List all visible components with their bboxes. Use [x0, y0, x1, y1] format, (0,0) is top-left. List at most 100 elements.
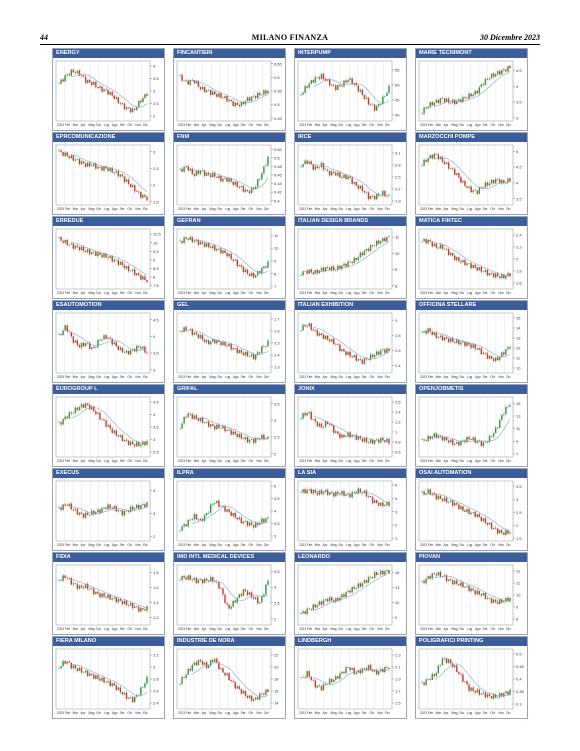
x-tick-label: Lug [346, 459, 352, 463]
candle-body [105, 596, 107, 598]
y-tick-label: 3.2 [153, 653, 159, 658]
candle-body [125, 439, 128, 441]
candle-body [318, 685, 321, 687]
candle-body [95, 251, 97, 257]
candle-body [267, 580, 269, 585]
candle-body [443, 436, 446, 441]
candle-body [220, 93, 222, 98]
x-tick-label: Lug [467, 207, 473, 211]
candle-body [259, 179, 261, 180]
candle-body [470, 588, 472, 592]
x-tick-label: Mar [436, 543, 442, 547]
candle-body [236, 597, 239, 603]
candle-body [125, 265, 128, 269]
candle-body [191, 519, 194, 520]
candle-body [494, 357, 497, 361]
candle-body [308, 671, 310, 677]
candle-body [375, 351, 378, 356]
candle-body [127, 604, 130, 606]
y-tick-label: 10 [516, 366, 521, 371]
candle-body [347, 432, 349, 437]
x-tick-label: Dic [506, 459, 511, 463]
x-tick-label: Apr [444, 291, 450, 295]
candle-body [193, 415, 196, 419]
candle-body [333, 266, 335, 271]
candle-body [263, 594, 265, 597]
candle-body [97, 166, 99, 169]
candle-body [308, 161, 310, 164]
y-tick-label: 2 [395, 523, 398, 528]
candle-body [351, 177, 353, 184]
candle-body [68, 156, 70, 158]
y-tick-label: 11 [516, 581, 521, 586]
candle-body [189, 168, 191, 171]
candle-body [339, 433, 341, 438]
candle-body [310, 323, 312, 330]
candle-body [191, 665, 194, 671]
candle-body [242, 521, 245, 524]
x-tick-label: Ago [112, 627, 118, 631]
candle-body [310, 676, 312, 680]
x-tick-label: Set [483, 123, 488, 127]
candle-body [322, 267, 325, 272]
x-tick-label: Lug [104, 207, 110, 211]
candle-body [466, 97, 468, 99]
candle-body [505, 349, 507, 355]
candle-body [320, 73, 323, 79]
candle-body [339, 344, 341, 351]
candle-body [380, 570, 382, 575]
candle-body [488, 435, 491, 443]
candle-body [382, 96, 384, 105]
candle-body [214, 245, 216, 251]
candle-body [363, 438, 366, 442]
candle-body [439, 495, 442, 499]
candle-body [388, 85, 390, 93]
candle-body [308, 269, 310, 274]
candle-body [125, 600, 128, 605]
candle-body [236, 102, 239, 105]
candle-body [375, 500, 378, 503]
candle-body [72, 509, 75, 510]
candle-body [310, 161, 312, 165]
candle-body [64, 75, 66, 82]
candle-body [492, 599, 495, 603]
x-tick-label: Feb [307, 459, 313, 463]
candle-body [257, 597, 259, 604]
candle-body [433, 573, 436, 575]
candle-body [222, 341, 224, 346]
candle-body [76, 407, 79, 411]
candle-body [351, 586, 353, 593]
y-tick-label: 9 [153, 257, 156, 262]
chart-title: INDUSTRIE DE NORA [174, 637, 285, 646]
candle-body [107, 504, 109, 510]
candle-body [66, 661, 68, 664]
candle-body [484, 518, 487, 524]
candle-body [472, 437, 474, 440]
candle-body [78, 667, 81, 671]
candle-body [486, 269, 489, 276]
candle-body [355, 435, 357, 440]
candle-body [454, 99, 456, 105]
candle-body [454, 665, 456, 668]
x-tick-label: Nov [135, 123, 141, 127]
candle-body [84, 163, 87, 167]
candle-body [62, 151, 64, 156]
candle-body [113, 597, 115, 599]
candle-body [445, 248, 448, 250]
candle-body [88, 673, 91, 676]
chart-title: MATICA FINTEC [416, 217, 527, 226]
candle-body [484, 592, 487, 599]
candle-body [226, 509, 228, 512]
candle-body [244, 521, 247, 522]
x-tick-label: Ott [249, 459, 253, 463]
candle-body [91, 82, 93, 85]
candle-body [131, 697, 134, 703]
candle-body [335, 343, 337, 345]
candle-body [267, 261, 269, 268]
stock-chart-panel: ENERGY 2 2.5 3 3.5 4 2023 Feb Mar Apr Mag Giu Lug Ago… [52, 48, 165, 131]
x-tick-label: Dic [264, 375, 269, 379]
candle-body [326, 169, 329, 171]
